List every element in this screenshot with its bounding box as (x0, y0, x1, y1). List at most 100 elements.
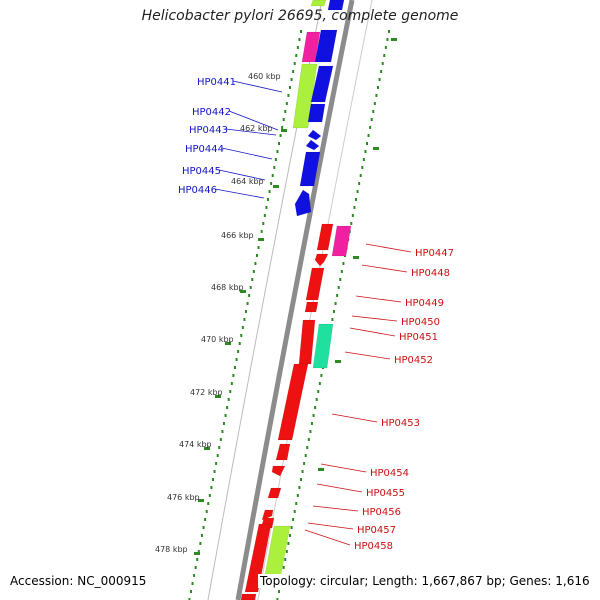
tick-dot-right (299, 478, 302, 481)
label-leader-lines (214, 80, 412, 546)
gene-label-right: HP0456 (362, 507, 401, 518)
tick-dot-left (208, 494, 211, 497)
leader-line-right (344, 351, 391, 360)
leader-line-left (225, 128, 277, 136)
tick-mark-major (318, 468, 324, 471)
gene-label-right: HP0448 (411, 268, 450, 279)
tick-dot-left (243, 318, 246, 321)
gene-label-right: HP0455 (366, 488, 405, 499)
tick-mark-major (353, 256, 359, 259)
gene-label-left: HP0444 (185, 144, 224, 155)
tick-dot-right (315, 398, 318, 401)
gene-feature-blue (314, 29, 338, 63)
gene-feature-red (240, 593, 257, 600)
tick-dot-left (266, 198, 269, 201)
gene-feature-red (275, 443, 291, 461)
tick-dot-right (342, 262, 345, 265)
tick-dot-left (222, 422, 225, 425)
gene-feature-lime (310, 0, 327, 7)
tick-dot-right (386, 38, 389, 41)
tick-dot-right (356, 190, 359, 193)
tick-dot-left (229, 390, 232, 393)
tick-dot-right (310, 422, 313, 425)
tick-dot-right (290, 526, 293, 529)
tick-dot-right (369, 126, 372, 129)
leader-line-right (361, 264, 408, 273)
gene-label-right: HP0454 (370, 468, 409, 479)
gene-label-right: HP0458 (354, 541, 393, 552)
accession-text: Accession: NC_000915 (8, 574, 149, 588)
gene-feature-blue (305, 139, 320, 151)
tick-dot-left (252, 270, 255, 273)
tick-dot-left (262, 222, 265, 225)
tick-dot-right (358, 182, 361, 185)
tick-dot-left (265, 206, 268, 209)
tick-mark-major (273, 185, 279, 188)
tick-dot-left (238, 342, 241, 345)
tick-dot-right (301, 470, 304, 473)
tick-dot-left (197, 550, 200, 553)
gene-label-right: HP0449 (405, 298, 444, 309)
tick-dot-right (276, 598, 279, 600)
leader-line-left (218, 169, 266, 181)
scale-label: 466 kbp (221, 231, 254, 240)
tick-dot-right (378, 78, 381, 81)
gene-feature-teal (312, 323, 334, 369)
tick-dot-right (295, 502, 298, 505)
tick-mark-major (215, 395, 221, 398)
tick-mark-major (225, 342, 231, 345)
tick-dot-right (288, 534, 291, 537)
tick-dot-left (194, 566, 197, 569)
tick-dot-left (207, 502, 210, 505)
tick-dot-right (350, 222, 353, 225)
tick-dot-right (370, 118, 373, 121)
tick-dot-right (351, 214, 354, 217)
tick-dot-left (202, 526, 205, 529)
tick-dot-left (210, 486, 213, 489)
tick-dot-left (293, 62, 296, 65)
gene-feature-blue (294, 189, 312, 217)
leader-line-left (221, 147, 273, 160)
left-gene-labels: HP0441 HP0442 HP0443 HP0444 HP0445 HP0446 (178, 77, 236, 196)
tick-dot-right (285, 550, 288, 553)
scale-label: 468 kbp (211, 283, 244, 292)
tick-dot-right (284, 558, 287, 561)
tick-dot-right (317, 390, 320, 393)
tick-dot-left (205, 510, 208, 513)
scale-label: 462 kbp (240, 124, 273, 133)
tick-dot-left (281, 126, 284, 129)
gene-feature-lime (292, 63, 318, 129)
tick-dot-right (293, 510, 296, 513)
topology-text: Topology: circular; Length: 1,667,867 bp… (258, 574, 592, 588)
scale-label: 476 kbp (167, 493, 200, 502)
gene-label-right: HP0447 (415, 248, 454, 259)
tick-dot-left (273, 166, 276, 169)
tick-dot-right (361, 166, 364, 169)
tick-dot-left (196, 558, 199, 561)
tick-dot-left (193, 574, 196, 577)
tick-dot-right (307, 438, 310, 441)
tick-dot-right (296, 494, 299, 497)
leader-line-right (304, 529, 351, 546)
tick-dot-left (287, 94, 290, 97)
tick-dot-right (331, 318, 334, 321)
tick-dot-left (189, 590, 192, 593)
tick-dot-left (204, 518, 207, 521)
tick-dot-right (384, 46, 387, 49)
leader-line-right (312, 505, 359, 512)
scale-label: 470 kbp (201, 335, 234, 344)
backbone-line (235, 0, 355, 600)
gene-feature-red (244, 523, 272, 593)
tick-dot-left (284, 110, 287, 113)
tick-dot-left (300, 30, 302, 33)
tick-dot-right (373, 102, 376, 105)
gene-label-left: HP0441 (197, 77, 236, 88)
gene-feature-red (305, 267, 325, 301)
tick-dot-left (251, 278, 254, 281)
tick-dot-right (367, 134, 370, 137)
tick-dot-left (241, 326, 244, 329)
tick-mark-major (240, 290, 246, 293)
tick-mark-major (198, 499, 204, 502)
tick-dot-right (277, 590, 280, 593)
